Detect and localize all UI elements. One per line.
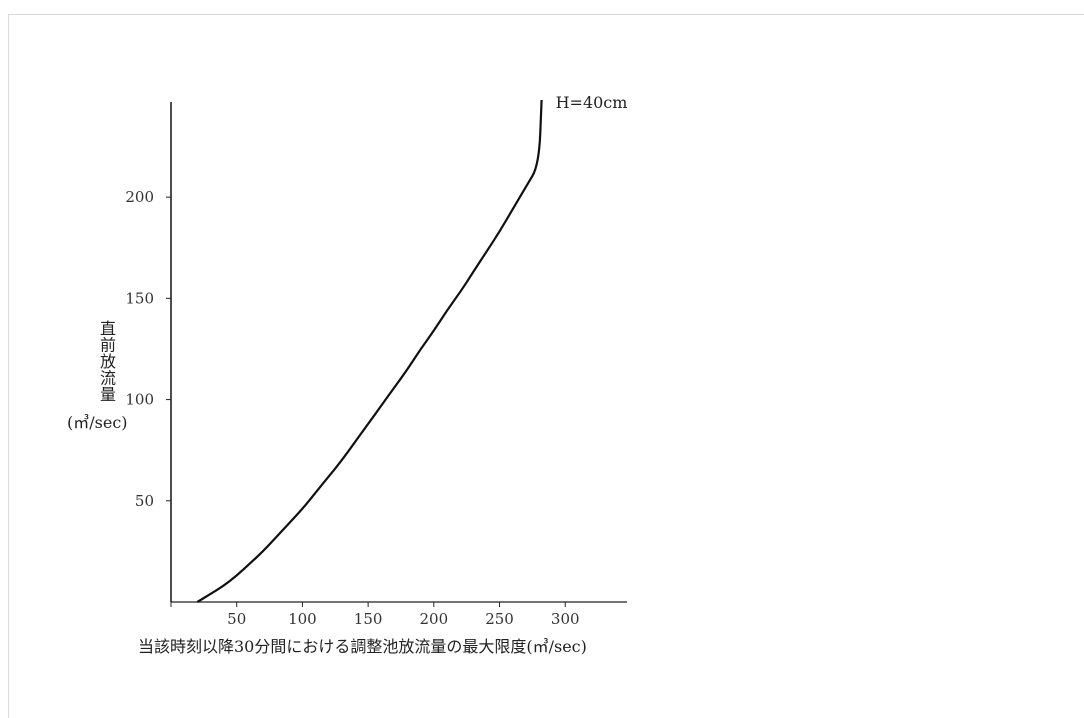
x-tick-label: 50 (227, 610, 246, 628)
chart-labels: 当該時刻以降30分間における調整池放流量の最大限度(㎥/sec) (㎥/sec)… (67, 319, 587, 656)
chart-series: H=40cm (196, 93, 628, 603)
y-axis-label-char: 流 (100, 369, 116, 388)
y-axis-label-char: 量 (100, 385, 116, 404)
x-tick-label: 200 (420, 610, 449, 628)
y-axis-unit-label: (㎥/sec) (67, 413, 128, 432)
x-tick-label: 250 (485, 610, 514, 628)
y-tick-label: 150 (125, 289, 154, 307)
series-line-H=40cm (196, 99, 543, 603)
chart-ticks: 50 100 150 200 250 300 50 100 150 200 (125, 188, 579, 628)
y-tick-label: 200 (125, 188, 154, 206)
y-axis-label-char: 直 (100, 319, 116, 338)
y-tick-label: 50 (135, 492, 154, 510)
y-axis-label-char: 前 (100, 336, 116, 355)
series-label: H=40cm (556, 93, 628, 112)
y-axis-label-char: 放 (100, 352, 116, 371)
chart-axes (170, 102, 627, 603)
x-tick-label: 100 (288, 610, 317, 628)
x-axis-label: 当該時刻以降30分間における調整池放流量の最大限度(㎥/sec) (138, 637, 587, 656)
x-tick-label: 300 (551, 610, 580, 628)
chart-frame (8, 14, 1084, 718)
y-tick-label: 100 (125, 391, 154, 409)
x-tick-label: 150 (354, 610, 383, 628)
